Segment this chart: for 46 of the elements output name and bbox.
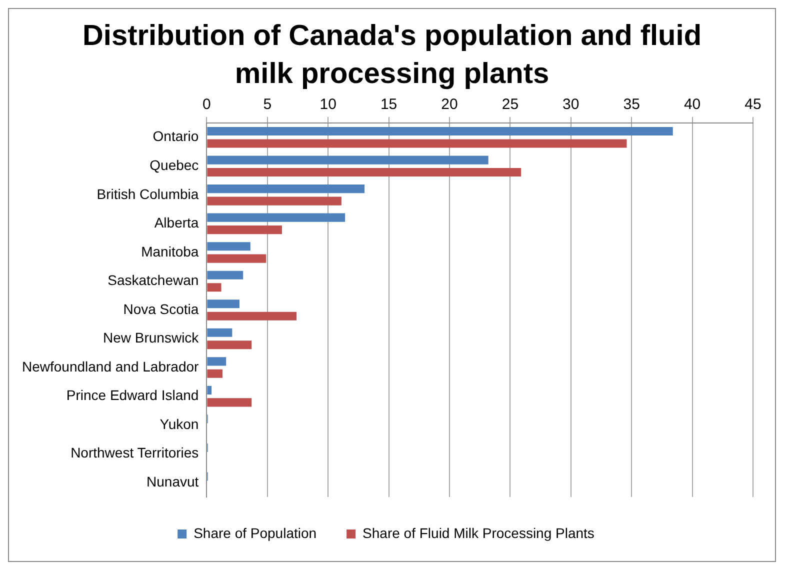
- bar: [207, 312, 297, 320]
- bar: [207, 184, 365, 194]
- x-tick-label: 5: [263, 96, 272, 114]
- y-tick-label: Saskatchewan: [108, 272, 199, 288]
- bar: [207, 369, 222, 378]
- x-tick-label: 15: [380, 96, 398, 114]
- bar: [207, 139, 627, 148]
- bar: [207, 398, 252, 407]
- bar: [207, 213, 346, 222]
- bar: [207, 300, 240, 308]
- legend-label: Share of Population: [194, 524, 317, 541]
- bar: [207, 340, 252, 350]
- bar: [207, 196, 342, 206]
- bar: [207, 126, 673, 136]
- y-tick-label: Newfoundland and Labrador: [22, 358, 200, 374]
- y-tick-label: Nova Scotia: [123, 300, 199, 317]
- bar: [207, 242, 250, 251]
- y-tick-label: Prince Edward Island: [66, 387, 199, 404]
- bar: [207, 168, 522, 177]
- bar: [207, 283, 222, 292]
- y-tick-label: Yukon: [160, 416, 199, 432]
- x-tick-label: 35: [623, 96, 640, 114]
- x-tick-label: 25: [502, 96, 519, 114]
- bar: [207, 328, 232, 337]
- bar: [207, 357, 226, 366]
- y-tick-label: Quebec: [150, 157, 199, 174]
- y-tick-label: Alberta: [154, 214, 199, 231]
- x-tick-label: 45: [744, 96, 762, 114]
- y-tick-label: Nunavut: [146, 473, 199, 490]
- y-tick-label: New Brunswick: [102, 330, 200, 346]
- bar: [207, 156, 488, 164]
- x-tick-label: 30: [562, 96, 580, 114]
- y-tick-label: Manitoba: [141, 243, 199, 260]
- y-tick-label: Northwest Territories: [70, 444, 199, 461]
- chart-title: Distribution of Canada's population and fluid milk processing plants: [81, 19, 703, 92]
- bar: [207, 254, 266, 263]
- x-tick-label: 40: [684, 96, 701, 114]
- bar: [207, 386, 212, 394]
- x-tick-label: 20: [441, 96, 458, 114]
- x-tick-label: 0: [202, 96, 211, 114]
- x-tick-label: 10: [320, 96, 336, 114]
- legend-label: Share of Fluid Milk Processing Plants: [362, 524, 594, 541]
- y-tick-label: Ontario: [152, 128, 199, 144]
- bar: [207, 270, 244, 280]
- y-tick-label: British Columbia: [96, 186, 199, 202]
- bar: [207, 226, 282, 234]
